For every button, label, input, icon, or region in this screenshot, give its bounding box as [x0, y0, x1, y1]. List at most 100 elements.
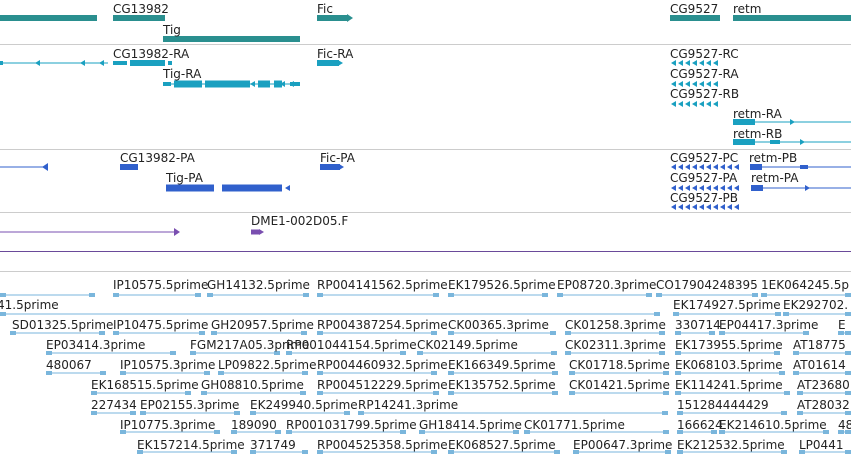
exon-block[interactable]	[190, 351, 196, 355]
strand-arrow-icon[interactable]	[713, 164, 718, 170]
est-label[interactable]: EK179526.5prime	[448, 278, 556, 292]
est-label[interactable]: RP001031799.5prime	[286, 418, 417, 432]
exon-block[interactable]	[774, 351, 780, 355]
strand-arrow-icon[interactable]	[671, 60, 676, 66]
exon-block[interactable]	[400, 430, 406, 434]
exon-block[interactable]	[195, 293, 201, 297]
est-label[interactable]: GH08810.5prime	[201, 378, 304, 392]
strand-arrow-icon[interactable]	[678, 81, 683, 87]
strand-arrow-icon[interactable]	[699, 81, 704, 87]
exon-block[interactable]	[99, 331, 105, 335]
est-label[interactable]: 371749	[250, 438, 296, 452]
exon-block[interactable]	[665, 450, 671, 454]
exon-block[interactable]	[673, 312, 679, 316]
strand-arrow-icon[interactable]	[685, 101, 690, 107]
est-label[interactable]: CO17904248395	[656, 278, 758, 292]
exon-block[interactable]	[211, 331, 217, 335]
exon-block[interactable]	[675, 351, 681, 355]
strand-arrow-icon[interactable]	[692, 185, 697, 191]
est-label[interactable]: RP14241.3prime	[358, 398, 459, 412]
exon-block[interactable]	[751, 185, 763, 191]
est-label[interactable]: EK166349.5prime	[448, 358, 556, 372]
exon-block[interactable]	[419, 430, 425, 434]
strand-arrow-icon[interactable]	[692, 81, 697, 87]
strand-arrow-icon[interactable]	[250, 81, 255, 87]
strand-arrow-icon[interactable]	[713, 81, 718, 87]
strand-arrow-icon[interactable]	[720, 185, 725, 191]
est-label[interactable]: FGM217A05.3prime	[190, 338, 310, 352]
strand-arrow-icon[interactable]	[671, 164, 676, 170]
exon-block[interactable]	[0, 61, 3, 65]
exon-block[interactable]	[803, 331, 809, 335]
transcript-label[interactable]: CG13982-RA	[113, 47, 190, 61]
exon-block[interactable]	[344, 411, 350, 415]
exon-block[interactable]	[775, 312, 781, 316]
est-label[interactable]: 227434	[91, 398, 137, 412]
strand-arrow-icon[interactable]	[706, 101, 711, 107]
exon-block[interactable]	[0, 312, 6, 316]
exon-block[interactable]	[733, 139, 755, 145]
strand-arrow-icon[interactable]	[692, 101, 697, 107]
est-label[interactable]: RP001044154.5prime	[286, 338, 417, 352]
exon-block[interactable]	[140, 411, 146, 415]
strand-arrow-icon[interactable]	[706, 185, 711, 191]
strand-arrow-icon[interactable]	[727, 164, 732, 170]
est-label[interactable]: EK168515.5prime	[91, 378, 199, 392]
exon-block[interactable]	[166, 184, 214, 192]
exon-block[interactable]	[91, 411, 97, 415]
strand-arrow-icon[interactable]	[99, 60, 104, 66]
strand-arrow-icon[interactable]	[706, 204, 711, 210]
exon-block[interactable]	[286, 430, 292, 434]
exon-block[interactable]	[662, 411, 668, 415]
est-label[interactable]: CK01718.5prime	[569, 358, 670, 372]
strand-arrow-icon[interactable]	[671, 204, 676, 210]
strand-arrow-icon[interactable]	[790, 119, 795, 125]
clone-label[interactable]: DME1-002D05.F	[251, 214, 349, 228]
est-label[interactable]: CK02149.5prime	[417, 338, 518, 352]
exon-block[interactable]	[185, 391, 191, 395]
exon-block[interactable]	[675, 331, 681, 335]
strand-arrow-icon[interactable]	[685, 185, 690, 191]
exon-block[interactable]	[845, 312, 851, 316]
exon-block[interactable]	[234, 411, 240, 415]
exon-block[interactable]	[302, 371, 308, 375]
exon-block[interactable]	[431, 371, 437, 375]
est-label[interactable]: IP10575.5prime	[113, 278, 209, 292]
exon-block[interactable]	[201, 391, 207, 395]
exon-block[interactable]	[845, 351, 851, 355]
est-label[interactable]: RP004141562.5prime	[317, 278, 448, 292]
exon-block[interactable]	[845, 371, 851, 375]
strand-arrow-icon[interactable]	[678, 185, 683, 191]
exon-block[interactable]	[231, 430, 237, 434]
exon-block[interactable]	[218, 371, 224, 375]
est-label[interactable]: RP004512229.5prime	[317, 378, 448, 392]
est-label[interactable]: RP004460932.5prime	[317, 358, 448, 372]
exon-block[interactable]	[711, 430, 717, 434]
strand-arrow-icon[interactable]	[713, 60, 718, 66]
strand-arrow-icon[interactable]	[734, 185, 739, 191]
exon-block[interactable]	[675, 371, 681, 375]
exon-block[interactable]	[752, 293, 758, 297]
strand-arrow-icon[interactable]	[35, 60, 40, 66]
est-label[interactable]: 48	[838, 418, 851, 432]
exon-block[interactable]	[659, 331, 665, 335]
est-label[interactable]: RP004525358.5prime	[317, 438, 448, 452]
exon-block[interactable]	[838, 430, 844, 434]
est-label[interactable]: CK01258.3prime	[565, 318, 666, 332]
exon-block[interactable]	[675, 391, 681, 395]
est-label[interactable]: GH14132.5prime	[207, 278, 310, 292]
est-label[interactable]: EP03414.3prime	[46, 338, 146, 352]
exon-block[interactable]	[448, 331, 454, 335]
gene-label-retm[interactable]: retm	[733, 2, 762, 16]
exon-block[interactable]	[663, 371, 669, 375]
strand-arrow-icon[interactable]	[671, 81, 676, 87]
strand-arrow-icon[interactable]	[727, 204, 732, 210]
exon-block[interactable]	[274, 80, 282, 88]
est-label[interactable]: EK173955.5prime	[675, 338, 783, 352]
strand-arrow-icon[interactable]	[280, 81, 285, 87]
exon-block[interactable]	[550, 331, 556, 335]
est-label[interactable]: EK114241.5prime	[675, 378, 783, 392]
transcript-label[interactable]: CG9527-RA	[670, 67, 739, 81]
protein-label[interactable]: CG9527-PC	[670, 151, 739, 165]
strand-arrow-icon[interactable]	[678, 204, 683, 210]
